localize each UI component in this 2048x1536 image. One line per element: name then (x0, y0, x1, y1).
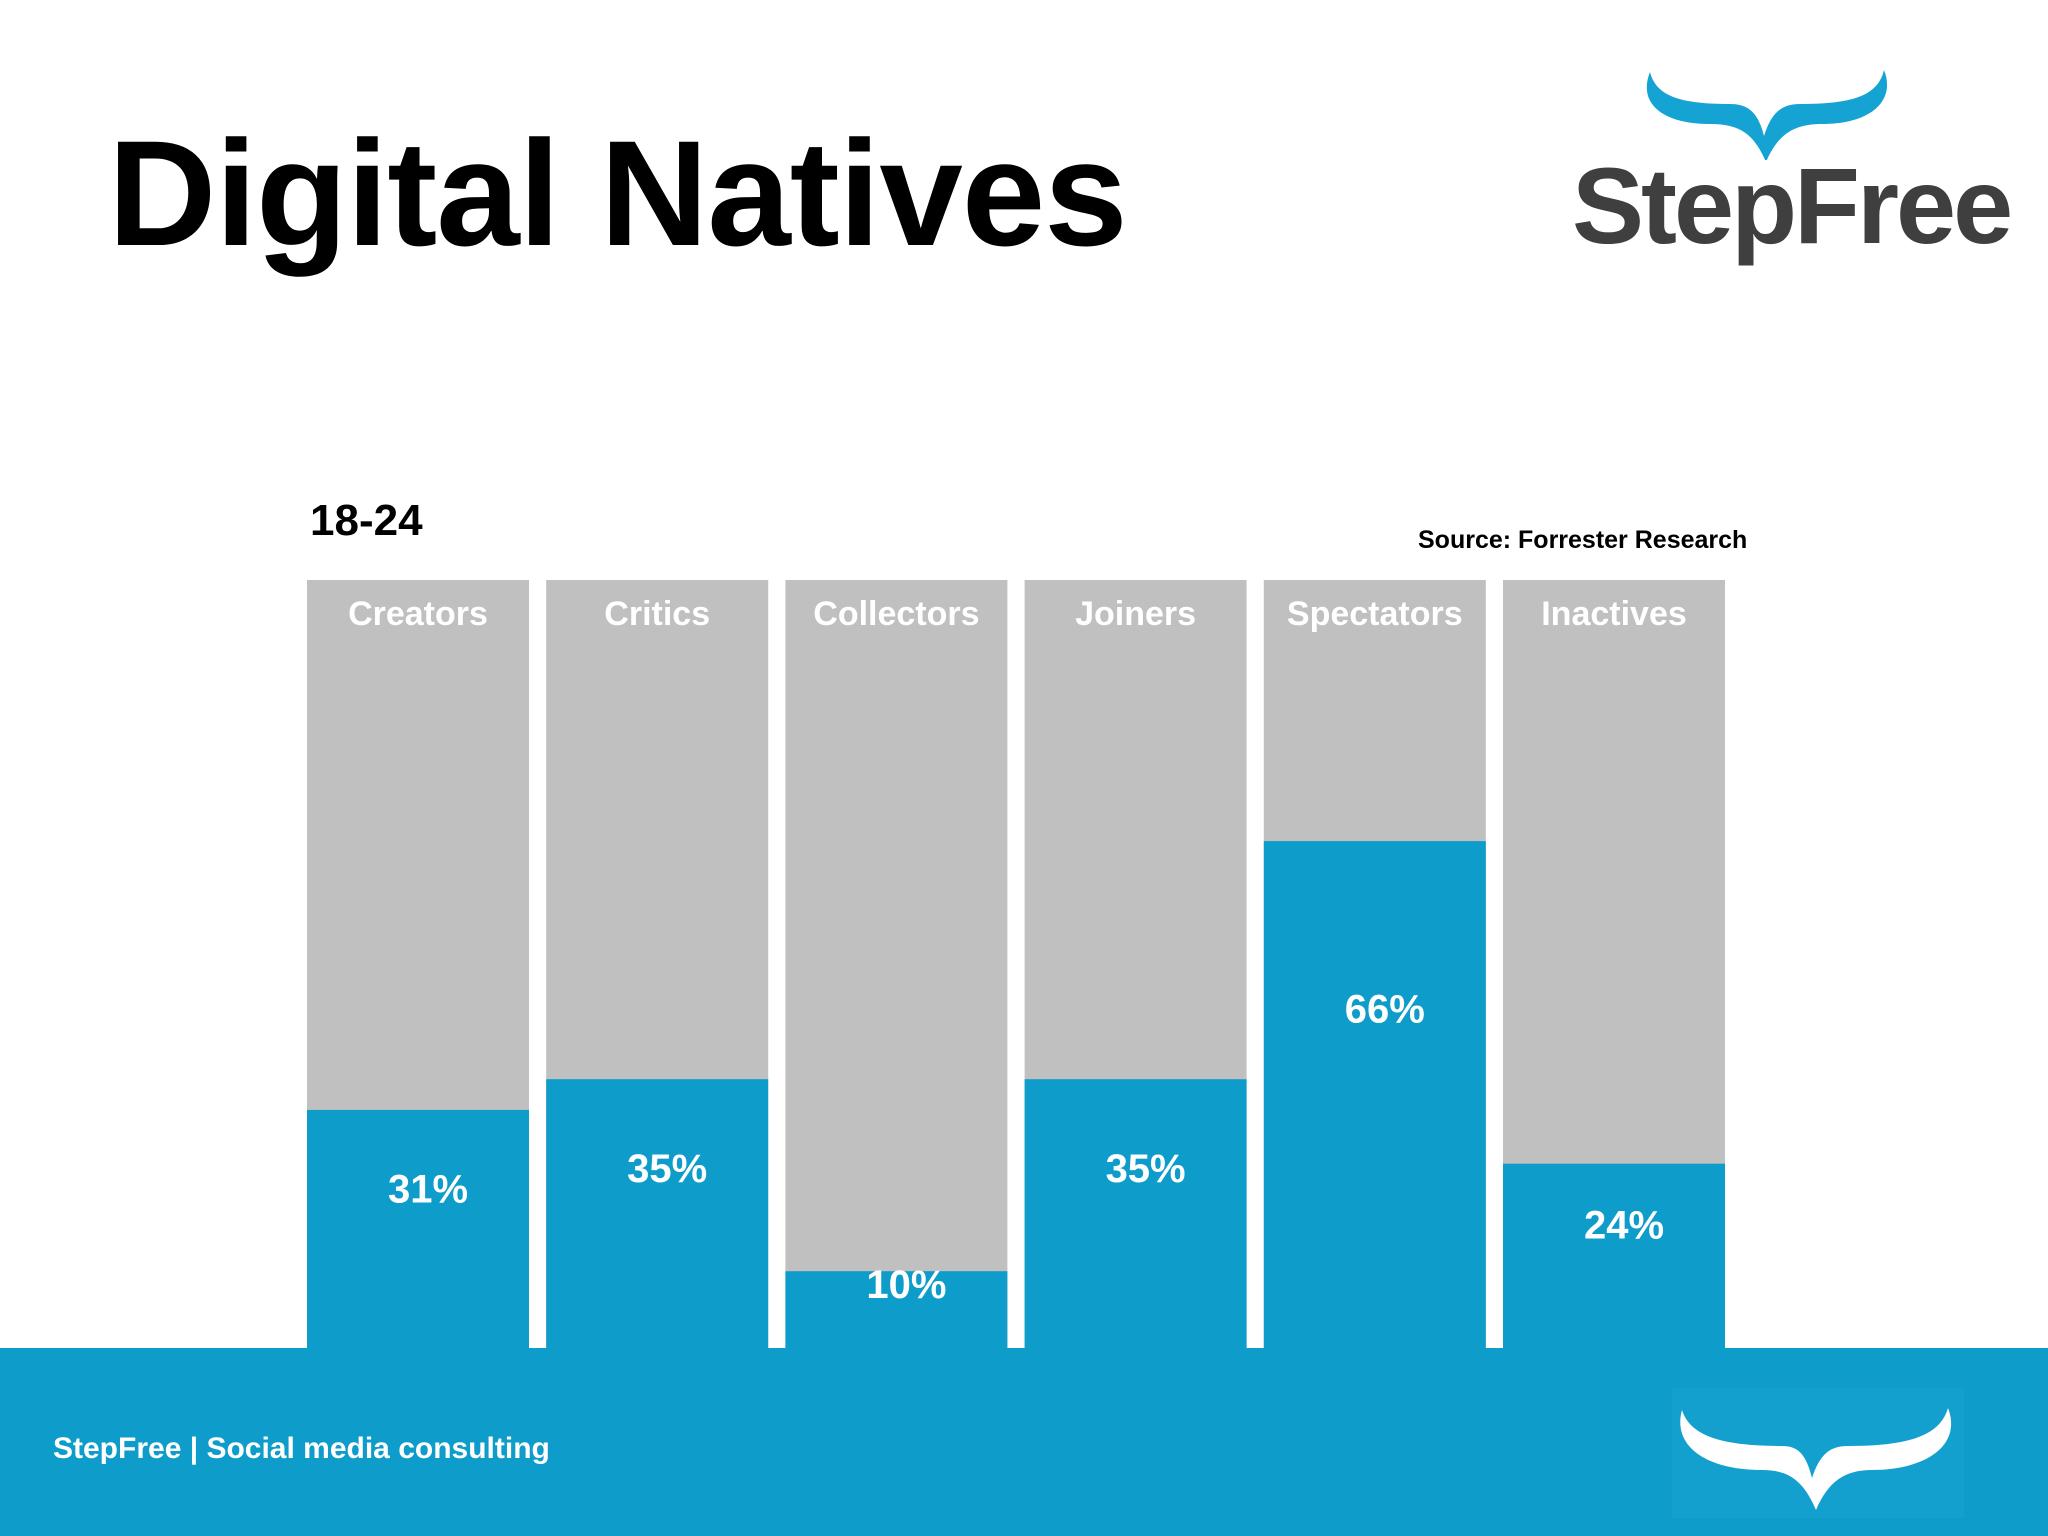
bar-background (785, 580, 1008, 1348)
category-label: Inactives (1541, 595, 1687, 633)
bar-fill (1263, 841, 1486, 1348)
bar-fill (1024, 1079, 1247, 1348)
footer-bar: StepFree | Social media consulting (0, 1348, 2048, 1536)
brand-logo: StepFree (1560, 60, 2013, 260)
bar-fill (1503, 1163, 1725, 1348)
category-label: Spectators (1287, 595, 1463, 633)
footer-logo (1672, 1388, 1964, 1518)
value-label: 31% (388, 1167, 468, 1211)
category-label: Creators (348, 595, 488, 633)
category-label: Collectors (813, 595, 979, 633)
age-group-label: 18-24 (310, 496, 423, 545)
bar-fill (307, 1109, 529, 1348)
category-label: Critics (604, 595, 710, 633)
bar-fill (546, 1079, 769, 1348)
value-label: 35% (1106, 1147, 1186, 1191)
category-label: Joiners (1075, 595, 1196, 633)
value-label: 35% (627, 1147, 707, 1191)
logo-wordmark: StepFree (1572, 145, 2013, 266)
source-note: Source: Forrester Research (1418, 526, 1748, 554)
page-title: Digital Natives (108, 109, 1128, 277)
value-label: 24% (1584, 1204, 1664, 1248)
wings-icon (1680, 1408, 1952, 1510)
value-label: 66% (1345, 987, 1425, 1031)
bar-chart: Creators 31% Critics 35% Collectors 10% Joiner… (307, 580, 1725, 1348)
wings-icon (1646, 70, 1888, 160)
footer-text: StepFree | Social media consulting (53, 1432, 550, 1465)
bar-fill (785, 1271, 1008, 1348)
value-label: 10% (866, 1263, 946, 1307)
